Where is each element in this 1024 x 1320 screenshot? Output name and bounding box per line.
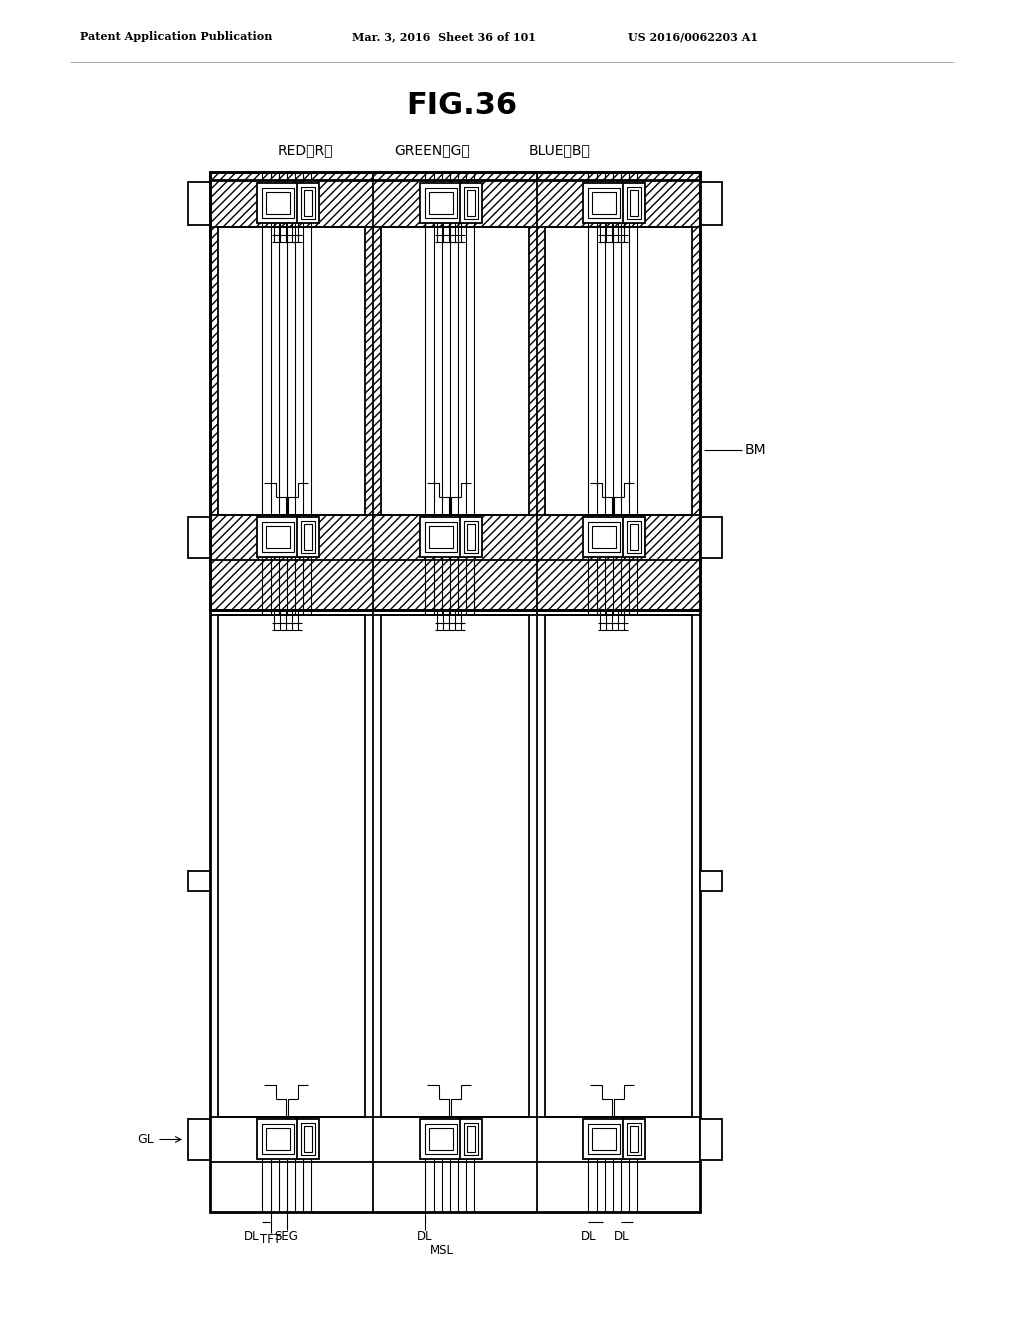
- Bar: [425, 1125, 457, 1154]
- Text: DL: DL: [581, 1230, 596, 1243]
- Text: FIG.36: FIG.36: [407, 91, 517, 120]
- Bar: [188, 871, 210, 891]
- Bar: [262, 187, 294, 218]
- Text: BLUE（B）: BLUE（B）: [529, 143, 591, 157]
- Bar: [584, 183, 626, 223]
- Bar: [700, 517, 722, 558]
- Bar: [624, 1119, 645, 1159]
- Bar: [592, 1129, 616, 1150]
- Bar: [297, 183, 318, 223]
- Bar: [545, 615, 692, 1117]
- Bar: [631, 190, 638, 216]
- Bar: [381, 227, 528, 515]
- Bar: [429, 525, 453, 548]
- Bar: [188, 1119, 210, 1160]
- Bar: [628, 521, 641, 553]
- Bar: [301, 1123, 314, 1155]
- Bar: [589, 187, 621, 218]
- Bar: [467, 1126, 475, 1152]
- Bar: [265, 191, 290, 214]
- Bar: [420, 1119, 462, 1159]
- Text: US 2016/0062203 A1: US 2016/0062203 A1: [628, 32, 758, 42]
- Text: DL: DL: [244, 1230, 260, 1243]
- Bar: [628, 1123, 641, 1155]
- Bar: [700, 182, 722, 224]
- Bar: [381, 615, 528, 1117]
- Bar: [631, 524, 638, 550]
- Bar: [467, 190, 475, 216]
- Bar: [464, 1123, 478, 1155]
- Bar: [545, 227, 692, 515]
- Bar: [210, 172, 700, 610]
- Text: GREEN（G）: GREEN（G）: [394, 143, 470, 157]
- Text: DL: DL: [417, 1230, 433, 1243]
- Bar: [624, 517, 645, 557]
- Text: TFT: TFT: [260, 1233, 282, 1246]
- Bar: [257, 1119, 299, 1159]
- Bar: [592, 525, 616, 548]
- Text: DL: DL: [613, 1230, 629, 1243]
- Bar: [425, 521, 457, 552]
- Bar: [425, 187, 457, 218]
- Bar: [301, 521, 314, 553]
- Bar: [464, 187, 478, 219]
- Text: SEG: SEG: [274, 1230, 299, 1243]
- Bar: [631, 1126, 638, 1152]
- Bar: [265, 525, 290, 548]
- Bar: [210, 610, 700, 1212]
- Bar: [460, 183, 482, 223]
- Bar: [218, 615, 366, 1117]
- Bar: [460, 517, 482, 557]
- Text: RED（R）: RED（R）: [278, 143, 333, 157]
- Bar: [304, 1126, 311, 1152]
- Bar: [464, 521, 478, 553]
- Bar: [262, 1125, 294, 1154]
- Bar: [301, 187, 314, 219]
- Text: BM: BM: [745, 444, 767, 457]
- Bar: [257, 183, 299, 223]
- Bar: [589, 521, 621, 552]
- Bar: [297, 517, 318, 557]
- Text: Patent Application Publication: Patent Application Publication: [80, 32, 272, 42]
- Bar: [592, 191, 616, 214]
- Bar: [188, 182, 210, 224]
- Bar: [624, 183, 645, 223]
- Bar: [420, 517, 462, 557]
- Bar: [429, 1129, 453, 1150]
- Bar: [420, 183, 462, 223]
- Text: MSL: MSL: [430, 1243, 454, 1257]
- Bar: [700, 1119, 722, 1160]
- Bar: [257, 517, 299, 557]
- Bar: [628, 187, 641, 219]
- Bar: [304, 524, 311, 550]
- Bar: [460, 1119, 482, 1159]
- Bar: [584, 517, 626, 557]
- Bar: [218, 227, 366, 515]
- Bar: [297, 1119, 318, 1159]
- Text: GL: GL: [137, 1133, 154, 1146]
- Bar: [429, 191, 453, 214]
- Bar: [188, 517, 210, 558]
- Bar: [467, 524, 475, 550]
- Bar: [584, 1119, 626, 1159]
- Bar: [700, 871, 722, 891]
- Bar: [304, 190, 311, 216]
- Bar: [265, 1129, 290, 1150]
- Text: Mar. 3, 2016  Sheet 36 of 101: Mar. 3, 2016 Sheet 36 of 101: [352, 32, 536, 42]
- Bar: [589, 1125, 621, 1154]
- Bar: [210, 172, 700, 610]
- Bar: [262, 521, 294, 552]
